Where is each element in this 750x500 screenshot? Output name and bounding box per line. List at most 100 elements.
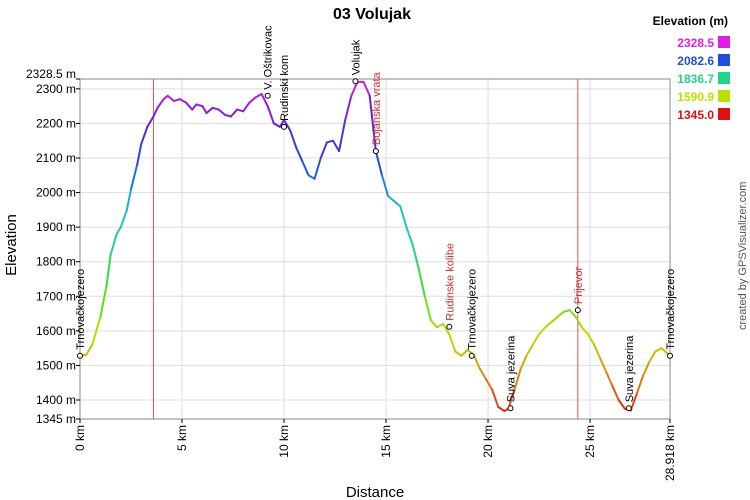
legend-swatch: [718, 72, 730, 84]
profile-segment: [205, 106, 214, 115]
y-tick-label: 2100 m: [36, 151, 76, 165]
profile-segment: [399, 205, 408, 229]
waypoint-label: Prijevor: [573, 266, 585, 304]
x-tick-label: 20 km: [481, 425, 495, 458]
profile-segment: [387, 195, 396, 203]
y-tick-label: 1500 m: [36, 358, 76, 372]
profile-segment: [319, 141, 328, 159]
legend: Elevation (m) 2328.5 2082.6 1836.7 1590.9 13…: [653, 14, 730, 122]
legend-title: Elevation (m): [653, 14, 728, 28]
y-tick-label: 1700 m: [36, 289, 76, 303]
y-tick-label: 1900 m: [36, 220, 76, 234]
credit-text: created by GPSVisualizer.com: [737, 182, 749, 330]
profile-segment: [236, 108, 245, 113]
profile-segment: [156, 98, 165, 109]
profile-segment: [254, 93, 263, 99]
profile-segment: [550, 316, 559, 324]
profile-segment: [172, 98, 181, 102]
y-tick-label: 2300 m: [36, 82, 76, 96]
waypoint-marker: [77, 352, 83, 359]
waypoint-label: Trnovačkojezero: [665, 269, 677, 350]
profile-segment: [185, 101, 194, 111]
profile-segment: [191, 103, 198, 111]
profile-segment: [338, 118, 347, 153]
profile-segment: [448, 333, 457, 353]
x-axis-ticks: 0 km 5 km 10 km 15 km 20 km 25 km 28.918 km: [73, 419, 677, 481]
waypoint-marker: [352, 78, 359, 85]
waypoint-label: Suva jezerina: [505, 335, 517, 403]
profile-segment: [152, 106, 159, 118]
profile-segment: [485, 378, 494, 391]
profile-segment: [130, 163, 139, 191]
waypoint-marker: [574, 307, 581, 314]
waypoint-marker: [507, 405, 514, 412]
profile-segment: [417, 267, 426, 298]
x-tick-label: 25 km: [583, 425, 597, 458]
legend-value: 1345.0: [677, 108, 714, 122]
profile-segment: [429, 319, 439, 329]
waypoint-marker: [264, 92, 271, 99]
waypoint-label: Trnovačkojezero: [467, 269, 479, 350]
profile-segment: [91, 316, 102, 346]
legend-value: 2082.6: [677, 54, 714, 68]
elevation-profile-line: [79, 80, 671, 413]
legend-swatch: [718, 54, 730, 66]
profile-segment: [109, 233, 118, 256]
waypoint-marker: [667, 352, 673, 359]
profile-segment: [538, 326, 547, 336]
profile-segment: [574, 316, 583, 329]
profile-segment: [393, 200, 402, 208]
legend-value: 2328.5: [677, 36, 714, 50]
profile-segment: [201, 105, 208, 115]
profile-segment: [556, 310, 565, 319]
profile-segment: [580, 326, 590, 336]
profile-segment: [423, 295, 432, 322]
profile-segment: [85, 343, 94, 357]
profile-segment: [195, 103, 204, 108]
profile-segment: [507, 388, 516, 410]
profile-segment: [405, 226, 414, 246]
profile-segment: [166, 94, 175, 102]
profile-segment: [278, 118, 286, 128]
profile-segment: [368, 94, 377, 153]
x-tick-label: 0 km: [73, 425, 87, 451]
profile-segment: [519, 354, 528, 370]
profile-segment: [568, 309, 577, 319]
profile-segment: [599, 357, 608, 374]
profile-segment: [115, 226, 122, 236]
profile-segment: [491, 388, 500, 408]
profile-segment: [605, 371, 614, 388]
profile-segment: [119, 208, 128, 229]
profile-segment: [525, 343, 534, 357]
profile-segment: [617, 398, 626, 410]
profile-segment: [350, 80, 359, 97]
profile-segment: [611, 385, 620, 401]
profile-segment: [442, 322, 451, 336]
waypoint-label: Trnovačkojezero: [75, 269, 87, 350]
profile-segment: [272, 122, 281, 128]
profile-segment: [307, 174, 316, 180]
waypoint-label: Bojanska vrata: [371, 71, 383, 145]
y-axis-title: Elevation: [3, 214, 20, 276]
legend-swatch: [718, 90, 730, 102]
profile-segment: [325, 139, 334, 144]
y-tick-label: 2200 m: [36, 116, 76, 130]
profile-segment: [454, 350, 463, 357]
x-tick-label: 15 km: [379, 425, 393, 458]
waypoint-marker: [446, 323, 453, 330]
y-tick-label: 1600 m: [36, 324, 76, 338]
x-tick-label: 5 km: [175, 425, 189, 451]
profile-segment: [654, 347, 663, 353]
profile-segment: [362, 80, 371, 97]
profile-segment: [99, 284, 108, 319]
profile-segment: [472, 354, 481, 370]
waypoint-marker: [468, 352, 475, 359]
profile-segment: [217, 108, 226, 116]
profile-segment: [436, 322, 445, 329]
profile-segment: [380, 174, 390, 198]
x-axis-title: Distance: [346, 484, 404, 500]
legend-value: 1836.7: [677, 72, 714, 86]
profile-segment: [313, 156, 322, 180]
legend-swatch: [718, 108, 730, 120]
